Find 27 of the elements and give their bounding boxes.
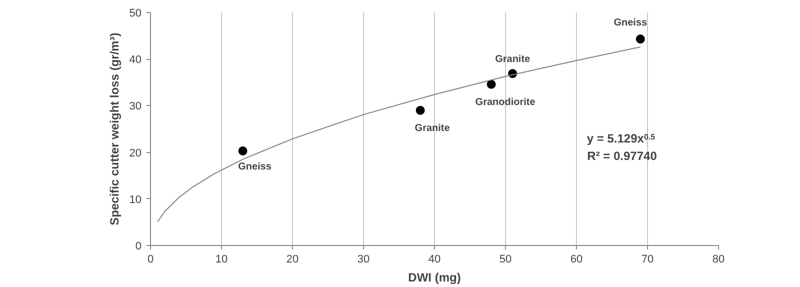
x-tick-label: 10 [215,254,228,266]
x-tick-label: 20 [286,254,299,266]
x-tick-label: 40 [428,254,441,266]
annotation: Granodiorite [475,96,536,108]
annotation: Gneiss [238,161,272,172]
y-tick-label: 10 [129,194,142,206]
x-axis-title: DWI (mg) [408,270,461,284]
y-tick-label: 50 [129,8,142,20]
x-tick-label: 0 [147,254,154,266]
point [486,80,496,89]
x-tick-label: 60 [570,254,583,266]
y-tick-label: 30 [129,100,142,113]
annotation: Granite [414,122,450,134]
x-tick-label: 70 [641,254,654,266]
x-tick-label: 80 [712,254,725,266]
y-tick-label: 40 [129,54,142,66]
x-tick-label: 30 [357,254,370,266]
annotation: Gneiss [614,18,648,29]
point [636,34,645,44]
y-tick-label: 20 [129,147,142,160]
annotation: R² = 0.97740 [587,149,658,164]
x-tick-label: 50 [499,254,512,266]
annotation: Granite [495,54,531,66]
y-axis-title: Specific cutter weight loss (gr/m³) [107,32,122,226]
point [238,146,248,156]
point [416,106,425,115]
y-tick-label: 0 [135,240,142,252]
